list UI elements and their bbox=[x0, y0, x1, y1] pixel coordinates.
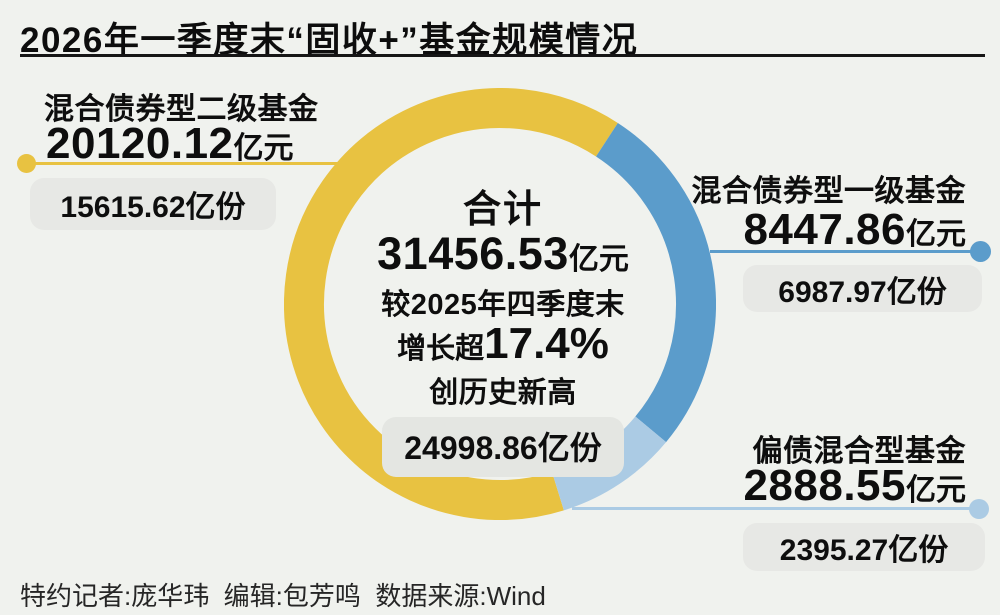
title-underline bbox=[20, 54, 985, 57]
total-label: 合计 bbox=[462, 189, 543, 231]
total-growth-line: 增长超17.4% bbox=[343, 322, 663, 376]
callout-secondary-value-number: 20120.12 bbox=[46, 119, 234, 168]
callout-bond-biased-value-number: 2888.55 bbox=[743, 461, 906, 510]
callout-secondary-shares-badge: 15615.62亿份 bbox=[30, 178, 276, 230]
callout-bond-biased-value: 2888.55亿元 bbox=[646, 464, 966, 508]
callout-primary-name: 混合债券型一级基金 bbox=[691, 175, 966, 208]
callout-bond-biased-lead-dot bbox=[969, 499, 989, 519]
total-note-line1: 较2025年四季度末 bbox=[381, 289, 625, 321]
credits-line: 特约记者:庞华玮 编辑:包芳鸣 数据来源:Wind bbox=[20, 581, 546, 611]
total-value-unit: 亿元 bbox=[568, 243, 629, 276]
callout-bond-biased-value-unit: 亿元 bbox=[906, 474, 966, 507]
total-value: 31456.53亿元 bbox=[343, 230, 663, 288]
total-value-number: 31456.53 bbox=[377, 228, 569, 279]
total-note-line2: 创历史新高 bbox=[429, 377, 577, 409]
callout-secondary-lead-dot bbox=[17, 154, 36, 173]
growth-value: 17.4% bbox=[484, 319, 609, 368]
callout-primary-value-unit: 亿元 bbox=[906, 218, 966, 251]
callout-primary-value-number: 8447.86 bbox=[743, 205, 906, 254]
total-shares-badge: 24998.86亿份 bbox=[382, 417, 624, 477]
donut-segment-mixed-bond-primary bbox=[595, 122, 716, 443]
callout-secondary-value: 20120.12亿元 bbox=[46, 122, 294, 166]
page-title: 2026年一季度末“固收+”基金规模情况 bbox=[20, 21, 639, 60]
growth-prefix: 增长超 bbox=[397, 333, 485, 365]
donut-segment-mixed-bond-secondary bbox=[284, 88, 618, 520]
callout-secondary-name: 混合债券型二级基金 bbox=[44, 93, 319, 126]
callout-secondary-value-unit: 亿元 bbox=[233, 132, 294, 165]
donut-center-summary: 合计 31456.53亿元 较2025年四季度末 增长超17.4% 创历史新高 … bbox=[343, 190, 663, 477]
callout-primary-shares-badge: 6987.97亿份 bbox=[743, 265, 982, 312]
callout-primary-lead-line bbox=[710, 250, 975, 253]
callout-bond-biased-shares-badge: 2395.27亿份 bbox=[743, 523, 985, 571]
callout-primary-value: 8447.86亿元 bbox=[646, 208, 966, 252]
callout-bond-biased-lead-line bbox=[572, 507, 972, 510]
callout-secondary-lead-line bbox=[22, 162, 345, 165]
callout-bond-biased-name: 偏债混合型基金 bbox=[752, 435, 966, 468]
callout-primary-lead-dot bbox=[970, 241, 991, 262]
